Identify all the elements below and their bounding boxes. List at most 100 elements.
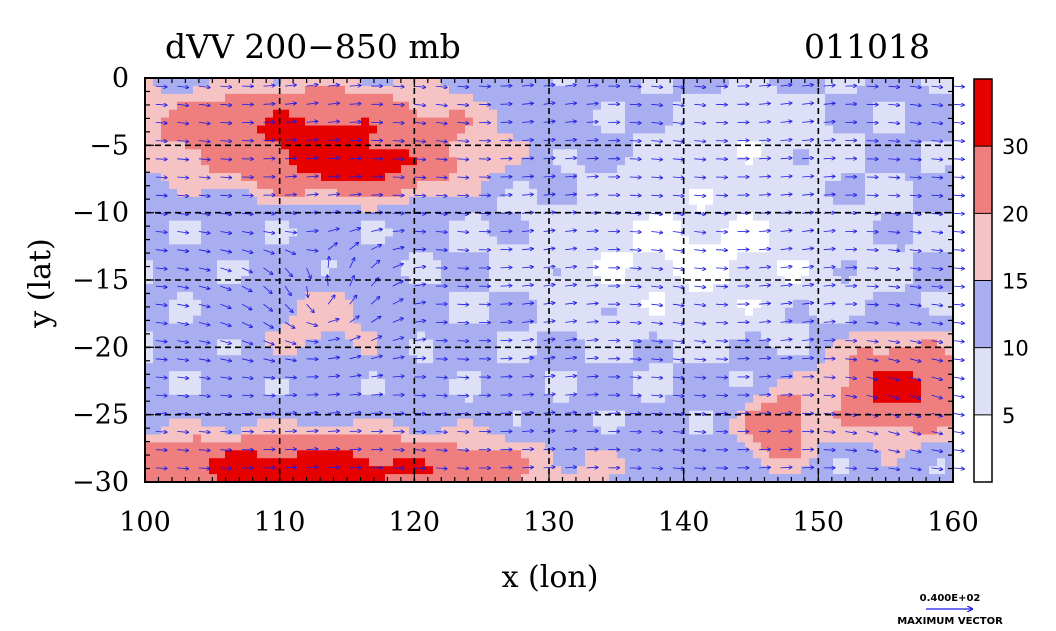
field-cell [417,149,426,158]
field-cell [809,371,818,380]
field-cell [801,402,810,412]
field-cell [745,371,754,380]
field-cell [897,386,906,396]
field-cell [545,299,554,309]
field-cell [489,450,498,459]
field-cell [585,394,594,404]
field-cell [737,379,746,388]
field-cell [625,315,634,325]
field-cell [361,244,370,253]
field-cell [889,299,898,309]
field-cell [161,204,170,214]
field-cell [409,466,418,475]
field-cell [145,474,154,482]
field-cell [553,418,562,428]
field-cell [681,315,690,325]
field-cell [281,93,290,103]
field-cell [793,450,802,459]
field-cell [441,93,450,103]
field-cell [505,458,514,467]
field-cell [913,220,922,230]
field-cell [817,252,826,261]
field-cell [521,133,530,142]
field-cell [537,268,546,277]
field-cell [801,307,810,317]
field-cell [249,283,258,293]
field-cell [241,466,250,475]
field-cell [705,173,714,182]
field-cell [865,165,874,174]
field-cell [617,379,626,388]
field-cell [521,78,530,87]
field-cell [873,109,882,119]
field-cell [697,371,706,380]
field-cell [921,355,930,364]
field-cell [449,165,458,174]
field-cell [697,212,706,222]
field-cell [905,323,914,333]
field-cell [865,228,874,238]
field-cell [321,347,330,356]
field-cell [481,283,490,293]
field-cell [745,434,754,443]
field-cell [801,204,810,214]
field-cell [625,355,634,364]
field-cell [705,165,714,174]
field-cell [473,331,482,341]
field-cell [585,450,594,459]
field-cell [465,450,474,459]
field-cell [633,268,642,277]
field-cell [753,220,762,230]
field-cell [641,196,650,206]
field-cell [641,339,650,348]
field-cell [273,291,282,301]
field-cell [329,291,338,301]
field-cell [289,434,298,443]
field-cell [457,109,466,119]
field-cell [209,252,218,261]
field-cell [433,252,442,261]
field-cell [497,402,506,412]
field-cell [617,291,626,301]
field-cell [793,149,802,158]
field-cell [369,410,378,420]
field-cell [585,347,594,356]
field-cell [433,339,442,348]
field-cell [385,299,394,309]
field-cell [217,466,226,475]
field-cell [697,109,706,119]
field-cell [601,474,610,482]
field-cell [809,434,818,443]
field-cell [417,268,426,277]
field-cell [873,434,882,443]
field-cell [281,268,290,277]
field-cell [761,204,770,214]
field-cell [641,323,650,333]
field-cell [897,173,906,182]
field-cell [585,93,594,103]
field-cell [729,85,738,95]
field-cell [841,125,850,135]
field-cell [273,228,282,238]
field-cell [417,434,426,443]
field-cell [241,180,250,190]
field-cell [761,109,770,119]
field-cell [753,466,762,475]
field-cell [825,188,834,198]
field-cell [329,347,338,356]
field-cell [209,157,218,166]
field-cell [481,466,490,475]
field-cell [329,379,338,388]
field-cell [561,323,570,333]
field-cell [321,442,330,451]
field-cell [545,252,554,261]
field-cell [361,394,370,404]
field-cell [609,466,618,475]
field-cell [609,180,618,190]
field-cell [849,323,858,333]
field-cell [393,299,402,309]
field-cell [169,458,178,467]
field-cell [521,363,530,372]
field-cell [225,117,234,127]
field-cell [881,212,890,222]
